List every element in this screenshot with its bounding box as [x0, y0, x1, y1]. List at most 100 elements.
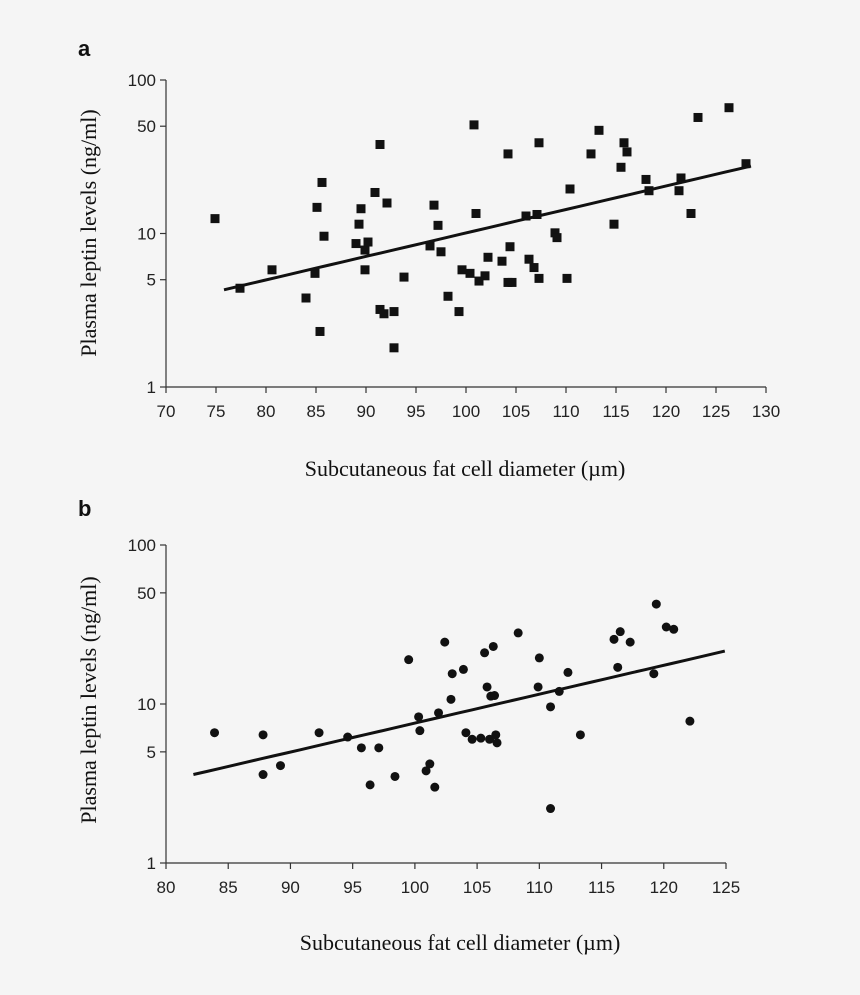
x-tick-label-b: 80 [157, 878, 176, 897]
data-point-b [415, 726, 425, 736]
data-point-b [613, 662, 623, 672]
data-point-a [443, 291, 453, 301]
data-point-a [641, 174, 651, 184]
data-point-b [492, 738, 502, 748]
data-point-a [686, 208, 696, 218]
data-point-a [465, 268, 475, 278]
data-point-a [360, 265, 370, 275]
data-point-b [669, 624, 679, 634]
data-point-b [485, 734, 495, 744]
data-point-a [375, 140, 385, 150]
data-point-a [436, 247, 446, 257]
data-point-a [724, 103, 734, 113]
data-point-b [661, 622, 671, 632]
data-point-b [480, 648, 490, 658]
data-point-b [575, 730, 585, 740]
data-point-a [676, 173, 686, 183]
data-point-a [503, 149, 513, 159]
data-point-b [649, 669, 659, 679]
data-point-b [314, 728, 324, 738]
data-point-b [421, 766, 431, 776]
data-point-a [315, 326, 325, 336]
data-point-a [534, 138, 544, 148]
data-point-a [429, 200, 439, 210]
data-point-a [310, 268, 320, 278]
x-tick-label-a: 125 [702, 402, 730, 421]
data-point-a [480, 271, 490, 281]
x-axis-title-b: Subcutaneous fat cell diameter (µm) [300, 930, 621, 955]
data-point-b [563, 667, 573, 677]
data-point-a [483, 252, 493, 262]
data-point-b [651, 599, 661, 609]
data-point-a [586, 149, 596, 159]
data-point-b [356, 743, 366, 753]
data-point-b [374, 743, 384, 753]
data-point-a [562, 273, 572, 283]
data-point-a [360, 245, 370, 255]
trend-line-a [223, 164, 752, 292]
panel-label-b: b [78, 496, 91, 521]
data-point-b [275, 761, 285, 771]
data-point-a [382, 198, 392, 208]
data-point-b [447, 669, 457, 679]
data-point-a [534, 273, 544, 283]
data-point-a [474, 276, 484, 286]
data-point-a [235, 283, 245, 293]
data-point-a [616, 162, 626, 172]
x-tick-label-b: 100 [401, 878, 429, 897]
data-point-b [404, 655, 414, 665]
data-point-a [370, 187, 380, 197]
x-tick-label-b: 95 [343, 878, 362, 897]
x-tick-label-a: 75 [207, 402, 226, 421]
x-tick-label-a: 130 [752, 402, 780, 421]
data-point-b [685, 716, 695, 726]
data-point-b [546, 804, 556, 814]
data-point-a [433, 220, 443, 230]
data-point-a [425, 241, 435, 251]
data-point-a [317, 177, 327, 187]
data-point-a [507, 277, 517, 287]
data-point-b [258, 770, 268, 780]
data-point-b [258, 730, 268, 740]
data-point-b [440, 637, 450, 647]
x-tick-label-a: 95 [407, 402, 426, 421]
data-point-b [513, 628, 523, 638]
data-point-b [609, 634, 619, 644]
y-tick-label-a: 100 [128, 71, 156, 90]
data-point-b [210, 728, 220, 738]
y-tick-label-b: 100 [128, 536, 156, 555]
x-tick-label-a: 110 [552, 402, 579, 421]
x-tick-label-b: 120 [650, 878, 678, 897]
data-point-b [434, 708, 444, 718]
trend-line-b [193, 649, 726, 776]
data-point-a [210, 214, 220, 224]
data-point-b [390, 771, 400, 781]
x-tick-label-a: 115 [602, 402, 629, 421]
data-point-a [301, 293, 311, 303]
x-tick-label-a: 100 [452, 402, 480, 421]
data-point-a [363, 237, 373, 247]
data-point-a [267, 265, 277, 275]
y-tick-label-b: 1 [147, 854, 156, 873]
data-point-b [534, 653, 544, 663]
data-point-b [461, 728, 471, 738]
data-point-a [550, 228, 560, 238]
y-axis-title-a: Plasma leptin levels (ng/ml) [76, 109, 101, 356]
data-point-a [622, 147, 632, 157]
data-point-b [425, 759, 435, 769]
data-point-a [505, 242, 515, 252]
data-point-a [471, 208, 481, 218]
data-point-a [565, 184, 575, 194]
y-tick-label-a: 5 [147, 271, 156, 290]
data-point-a [594, 125, 604, 135]
y-tick-label-b: 5 [147, 743, 156, 762]
data-point-a [552, 233, 562, 243]
data-point-b [365, 780, 375, 790]
data-point-a [693, 112, 703, 122]
x-tick-label-a: 85 [307, 402, 326, 421]
data-point-a [521, 211, 531, 221]
data-point-b [467, 734, 477, 744]
x-tick-label-b: 125 [712, 878, 740, 897]
data-point-a [312, 202, 322, 212]
data-point-b [625, 637, 635, 647]
